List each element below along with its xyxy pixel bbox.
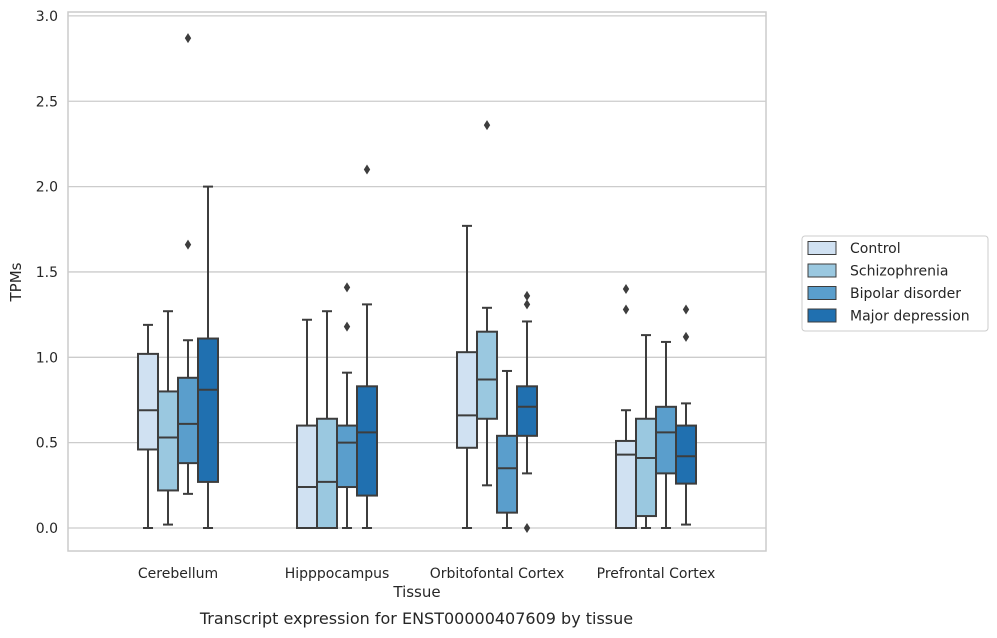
box <box>635 417 657 518</box>
chart-caption: Transcript expression for ENST0000040760… <box>199 609 634 628</box>
legend-label: Schizophrenia <box>850 264 948 280</box>
box <box>516 385 538 437</box>
y-tick-label: 1.0 <box>36 350 58 366</box>
outlier-point <box>363 164 371 175</box>
box <box>296 424 318 529</box>
box <box>476 330 498 420</box>
outlier-point <box>523 523 531 533</box>
y-tick-label: 2.5 <box>36 94 58 110</box>
legend-frame <box>801 235 989 332</box>
x-axis-ticks: Cerebellum Hipppocampus Orbitofontal Corte… <box>138 566 715 582</box>
box <box>137 352 159 451</box>
x-tick-label: Cerebellum <box>138 566 218 582</box>
outlier-point <box>184 33 192 44</box>
box-0-3 <box>197 185 219 529</box>
box-0-1 <box>157 310 179 526</box>
legend-swatch <box>807 263 837 278</box>
box-2-1 <box>476 120 498 487</box>
legend: Control Schizophrenia Bipolar disorder Majo… <box>801 235 989 332</box>
outlier-point <box>184 239 192 250</box>
legend-label: Bipolar disorder <box>850 286 961 302</box>
outlier-point <box>682 331 690 342</box>
outlier-point <box>622 304 630 315</box>
legend-label: Major depression <box>850 309 970 325</box>
outlier-point <box>343 282 351 293</box>
x-tick-label: Prefrontal Cortex <box>597 566 716 582</box>
box <box>675 424 697 485</box>
box <box>197 337 219 483</box>
box <box>655 405 677 475</box>
y-tick-label: 3.0 <box>36 9 58 25</box>
box <box>456 351 478 449</box>
outlier-point <box>622 284 630 295</box>
outlier-point <box>682 304 690 315</box>
box <box>177 376 199 465</box>
box-2-3 <box>516 290 538 533</box>
box-1-1 <box>316 310 338 530</box>
box <box>356 385 378 497</box>
outlier-point <box>343 321 351 332</box>
box-3-3 <box>675 304 697 526</box>
y-tick-label: 0.5 <box>36 436 58 452</box>
y-axis-label: TPMs <box>7 262 25 302</box>
legend-label: Control <box>850 241 901 257</box>
box-3-2 <box>655 340 677 529</box>
x-tick-label: Hipppocampus <box>285 566 390 582</box>
outlier-point <box>523 299 531 310</box>
outlier-point <box>483 120 491 131</box>
x-tick-label: Orbitofontal Cortex <box>430 566 565 582</box>
box-3-1 <box>635 334 657 529</box>
outlier-point <box>523 290 531 301</box>
box <box>157 390 179 492</box>
y-axis-ticks: 0.0 0.5 1.0 1.5 2.0 2.5 3.0 <box>36 9 58 537</box>
box-2-2 <box>496 369 518 529</box>
y-tick-label: 2.0 <box>36 180 58 196</box>
legend-swatch <box>807 308 837 323</box>
legend-swatch <box>807 286 837 300</box>
box-series <box>137 33 697 533</box>
box <box>336 424 358 489</box>
box-1-3 <box>356 164 378 529</box>
x-axis-label: Tissue <box>392 583 440 601</box>
y-tick-label: 1.5 <box>36 265 58 281</box>
box <box>496 434 518 514</box>
legend-swatch <box>807 241 837 255</box>
y-tick-label: 0.0 <box>36 521 58 537</box>
box <box>316 417 338 530</box>
